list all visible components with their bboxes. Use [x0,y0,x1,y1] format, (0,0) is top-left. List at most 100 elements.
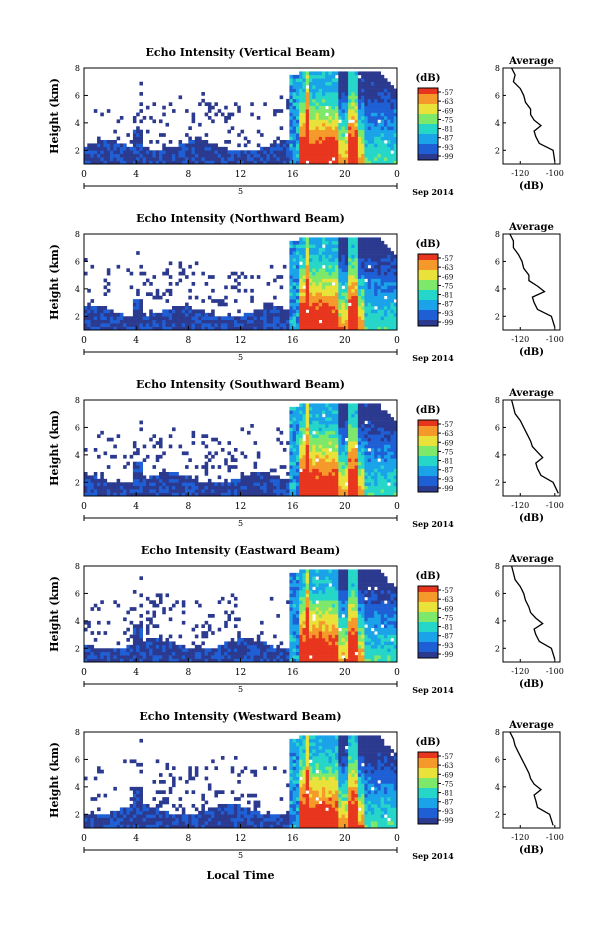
heatmap-cell [266,655,271,659]
heatmap-cell [299,583,303,587]
heatmap-cell [158,648,163,653]
heatmap-cell [308,403,313,408]
heatmap-cell [84,150,88,155]
heatmap-cell [341,81,346,86]
heatmap-cell [289,261,293,266]
heatmap-cell [357,410,362,415]
heatmap-cell [328,146,333,151]
heatmap-cell [211,465,215,469]
heatmap-cell [325,468,329,473]
heatmap-cell [315,437,320,442]
heatmap-cell [374,316,378,321]
heatmap-cell [348,157,352,161]
profile-y-tick-label: 6 [495,257,500,266]
heatmap-cell [299,237,303,242]
heatmap-cell [393,285,398,290]
heatmap-cell [315,264,320,269]
heatmap-cell [198,658,202,663]
colorbar-swatch [418,430,438,433]
heatmap-cell [318,641,323,646]
heatmap-cell [325,146,329,151]
heatmap-cell [155,489,160,493]
heatmap-cell [230,489,235,493]
heatmap-cell [113,648,117,653]
heatmap-cell [335,451,339,456]
heatmap-cell [207,150,212,155]
heatmap-cell [289,119,293,124]
x-tick-label: 20 [339,502,351,512]
heatmap-cell [295,116,300,120]
heatmap-cell [292,413,297,418]
colorbar-tick-label: -81 [442,126,453,134]
heatmap-cell [110,492,114,497]
heatmap-cell [308,278,313,283]
heatmap-cell [364,143,368,148]
heatmap-cell [250,651,254,656]
heatmap-cell [335,309,339,314]
heatmap-cell [377,153,381,158]
heatmap-cell [116,648,121,653]
heatmap-cell [370,258,375,262]
heatmap-cell [361,434,365,439]
heatmap-cell [237,478,241,483]
heatmap-cell [380,295,385,300]
heatmap-cell [367,309,372,314]
heatmap-cell [335,441,339,445]
heatmap-cell [318,136,323,141]
heatmap-cell [253,316,258,321]
heatmap-cell [97,478,101,483]
heatmap-cell [279,492,284,497]
heatmap-cell [155,641,160,646]
heatmap-cell [299,648,303,653]
heatmap-cell [162,292,166,297]
heatmap-cell [188,323,192,327]
heatmap-cell [211,614,215,618]
heatmap-cell [302,278,307,283]
heatmap-cell [247,316,251,321]
heatmap-cell [188,648,192,653]
heatmap-cell [233,655,238,659]
colorbar-swatch [418,154,438,157]
heatmap-cell [260,160,264,165]
heatmap-cell [237,150,241,155]
heatmap-cell [168,282,173,286]
heatmap-cell [377,299,381,303]
heatmap-cell [387,299,391,303]
heatmap-cell [312,572,316,577]
heatmap-cell [139,264,143,269]
heatmap-cell [178,478,183,483]
heatmap-cell [256,475,261,480]
heatmap-cell [273,489,277,493]
heatmap-cell [119,489,124,493]
heatmap-cell [243,475,248,480]
heatmap-cell [377,122,381,127]
heatmap-cell [354,403,359,408]
heatmap-cell [377,309,381,314]
heatmap-cell [364,88,368,93]
heatmap-cell [178,648,183,653]
heatmap-cell [354,105,359,110]
heatmap-cell [253,489,258,493]
heatmap-cell [318,299,323,303]
heatmap-cell [315,98,320,103]
heatmap-cell [211,312,215,317]
heatmap-cell [364,275,368,279]
heatmap-cell [136,651,140,656]
heatmap-cell [227,614,232,618]
heatmap-cell [299,309,303,314]
heatmap-cell [253,651,258,656]
heatmap-cell [136,492,140,497]
heatmap-cell [364,492,368,497]
heatmap-cell [354,258,359,262]
heatmap-cell [377,98,381,103]
heatmap-cell [380,319,385,324]
heatmap-cell [357,492,362,497]
heatmap-cell [308,244,313,249]
date-label: Sep 2014 [412,187,454,197]
heatmap-cell [295,92,300,96]
heatmap-cell [204,323,209,327]
heatmap-cell [295,157,300,161]
heatmap-cell [357,427,362,432]
heatmap-cell [322,406,326,411]
heatmap-cell [136,489,140,493]
